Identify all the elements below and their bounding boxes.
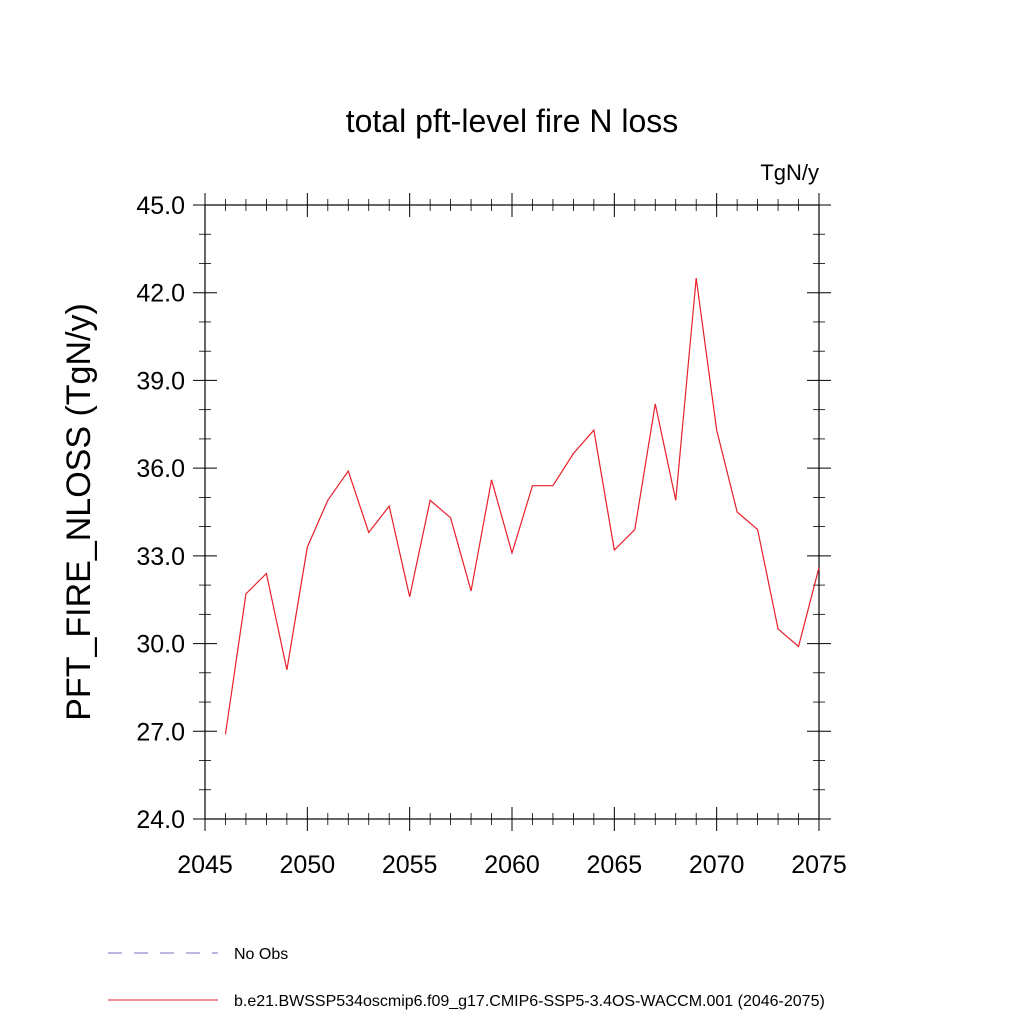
legend-label-model: b.e21.BWSSP534oscmip6.f09_g17.CMIP6-SSP5… <box>234 993 825 1010</box>
legend-label-obs: No Obs <box>234 946 288 963</box>
y-tick-label: 33.0 <box>136 543 185 571</box>
x-tick-label: 2055 <box>382 851 438 879</box>
minor-ticks <box>199 199 825 825</box>
y-tick-label: 30.0 <box>136 631 185 659</box>
y-tick-labels: 24.0 27.0 30.0 33.0 36.0 39.0 42.0 45.0 <box>136 192 185 834</box>
x-tick-label: 2075 <box>791 851 847 879</box>
chart-title: total pft-level fire N loss <box>346 103 679 139</box>
y-axis-label: PFT_FIRE_NLOSS (TgN/y) <box>60 303 98 721</box>
x-tick-label: 2060 <box>484 851 540 879</box>
plot-frame <box>204 204 820 820</box>
y-tick-label: 42.0 <box>136 280 185 308</box>
x-tick-label: 2045 <box>177 851 233 879</box>
series-line <box>224 278 820 735</box>
x-tick-label: 2070 <box>689 851 745 879</box>
y-tick-label: 24.0 <box>136 806 185 834</box>
legend: No Obs b.e21.BWSSP534oscmip6.f09_g17.CMI… <box>108 946 825 1010</box>
y-tick-label: 36.0 <box>136 455 185 483</box>
y-tick-label: 45.0 <box>136 192 185 220</box>
y-tick-label: 27.0 <box>136 718 185 746</box>
x-tick-label: 2050 <box>280 851 336 879</box>
major-ticks <box>193 193 831 831</box>
y-tick-label: 39.0 <box>136 367 185 395</box>
x-tick-label: 2065 <box>587 851 643 879</box>
x-tick-labels: 2045 2050 2055 2060 2065 2070 2075 <box>177 851 847 879</box>
units-label: TgN/y <box>760 160 819 185</box>
